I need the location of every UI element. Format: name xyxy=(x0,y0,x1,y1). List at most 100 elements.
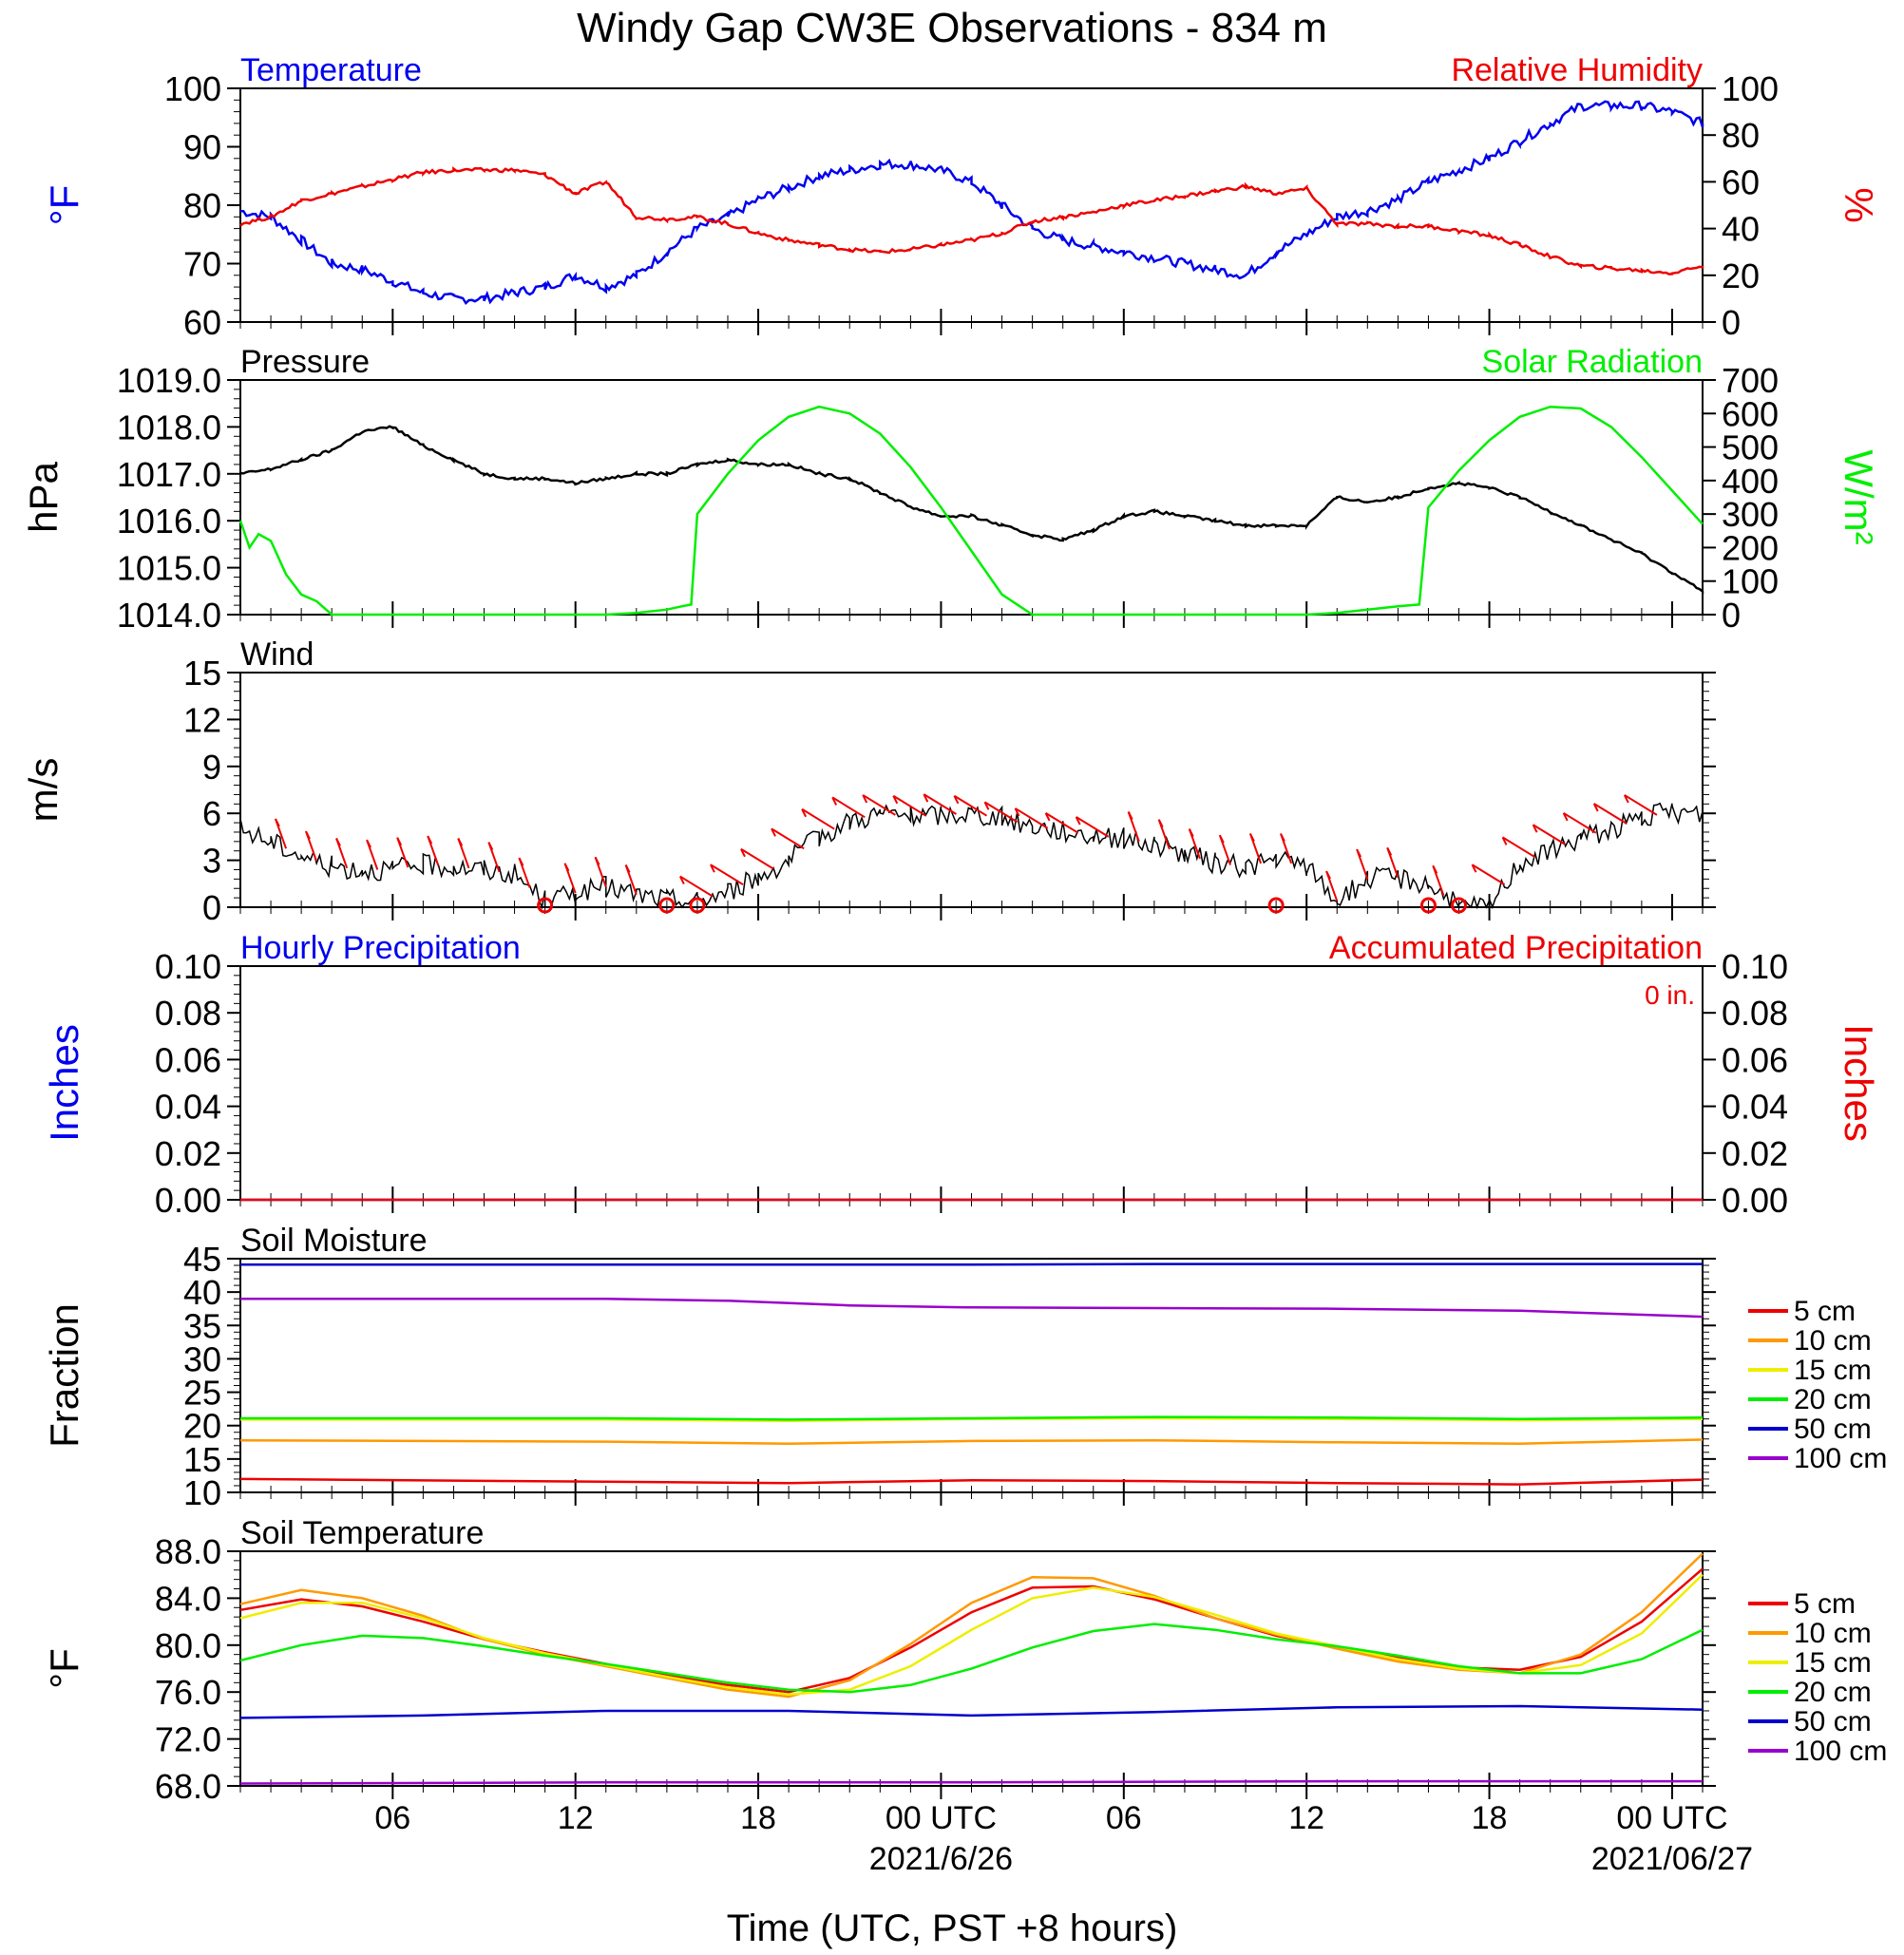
legend-label: 15 cm xyxy=(1794,1647,1872,1679)
wind-barb-flag xyxy=(563,863,570,872)
series-line-1 xyxy=(238,405,1704,617)
y-tick-label-left: 10 xyxy=(183,1473,221,1512)
series-line-5cm xyxy=(239,1477,1704,1486)
series-line-100cm xyxy=(240,1297,1704,1319)
plot-frame xyxy=(239,87,1704,323)
series-line-20cm xyxy=(239,1623,1704,1694)
legend-label: 100 cm xyxy=(1794,1443,1887,1474)
figure-title: Windy Gap CW3E Observations - 834 m xyxy=(577,5,1327,51)
wind-barb xyxy=(740,847,774,870)
wind-barb-flag xyxy=(831,796,838,806)
panel-pressure-solar: 1014.0 1015.0 1016.0 1017.0 1018.0 1019.0 0100… xyxy=(21,344,1881,635)
wind-barb-flag xyxy=(1623,794,1629,804)
panel-title-right: Accumulated Precipitation xyxy=(1329,930,1703,966)
calm-marker xyxy=(1267,897,1285,914)
y-tick-label-left: 1017.0 xyxy=(117,455,221,494)
panel-title-left: Hourly Precipitation xyxy=(240,930,521,966)
wind-barb-flag xyxy=(1532,824,1538,833)
wind-barb-flag xyxy=(678,876,685,885)
y-tick-label-right: 700 xyxy=(1722,361,1779,400)
legend-label: 5 cm xyxy=(1794,1296,1856,1327)
y-tick-label-right: 100 xyxy=(1722,69,1779,108)
y-tick-label-left: 60 xyxy=(183,303,221,342)
wind-barb-flag xyxy=(1386,846,1393,856)
y-tick-label-left: 6 xyxy=(202,794,221,833)
wind-barb-flag xyxy=(1188,828,1194,838)
wind-barb xyxy=(1533,824,1567,845)
calm-marker xyxy=(537,897,554,914)
wind-barb-flag xyxy=(396,837,403,846)
y-tick-label-left: 15 xyxy=(183,1440,221,1479)
calm-marker xyxy=(1451,897,1467,914)
y-tick-label-left: 3 xyxy=(202,842,221,881)
y-tick-label-right: 0.04 xyxy=(1722,1088,1788,1127)
wind-barb-flag xyxy=(771,827,776,837)
plot-frame xyxy=(239,1258,1704,1493)
legend-label: 20 cm xyxy=(1794,1384,1872,1415)
y-tick-label-left: 80.0 xyxy=(155,1626,221,1665)
wind-barb xyxy=(1076,816,1110,838)
y-axis-label-right: Inches xyxy=(1837,1024,1881,1142)
wind-barb-flag xyxy=(1075,816,1081,826)
legend-label: 15 cm xyxy=(1794,1355,1872,1386)
wind-barb-flag xyxy=(862,794,868,804)
wind-barb-flag xyxy=(1501,836,1508,845)
y-axis-label-left: Inches xyxy=(42,1024,86,1142)
panel-title-left: Soil Moisture xyxy=(240,1223,428,1259)
wind-barb-flag xyxy=(1157,819,1164,828)
wind-barb-flag xyxy=(1471,864,1477,873)
wind-barb xyxy=(801,807,835,830)
panel-title-left: Pressure xyxy=(240,344,370,380)
wind-barb xyxy=(831,796,866,819)
panel-title-right: Relative Humidity xyxy=(1451,52,1703,88)
y-axis-label-right: W/m² xyxy=(1837,449,1881,544)
y-tick-label-left: 12 xyxy=(183,700,221,739)
y-tick-label-left: 15 xyxy=(183,654,221,693)
y-tick-label-left: 25 xyxy=(183,1374,221,1413)
wind-barb-flag xyxy=(335,838,341,846)
y-tick-label-left: 0.02 xyxy=(155,1134,221,1173)
wind-barb-flag xyxy=(487,842,494,851)
y-tick-label-left: 72.0 xyxy=(155,1720,221,1759)
y-tick-label-right: 100 xyxy=(1722,562,1779,601)
x-axis: 06 12 18 00 UTC 2021/6/26 06 12 18 00 UTC 2021/06… xyxy=(374,1800,1753,1877)
panel-title-left: Soil Temperature xyxy=(240,1515,484,1551)
panel-title-right: Solar Radiation xyxy=(1482,344,1703,380)
y-tick-label-left: 30 xyxy=(183,1339,221,1378)
calm-marker xyxy=(658,897,676,914)
y-tick-label-left: 35 xyxy=(183,1306,221,1345)
y-tick-label-left: 84.0 xyxy=(155,1579,221,1618)
y-tick-label-left: 0 xyxy=(202,888,221,927)
y-tick-label-left: 40 xyxy=(183,1273,221,1312)
y-tick-label-right: 80 xyxy=(1722,116,1760,155)
y-tick-label-left: 90 xyxy=(183,128,221,167)
wind-barb xyxy=(771,827,805,850)
plot-frame xyxy=(239,965,1704,1201)
x-tick-label: 06 xyxy=(1106,1800,1142,1836)
panel-precipitation: 0.00 0.02 0.04 0.06 0.08 0.10 0.00 0.02 0.04 0.06… xyxy=(42,930,1881,1220)
x-tick-label: 00 UTC xyxy=(1616,1800,1727,1836)
y-tick-label-left: 88.0 xyxy=(155,1532,221,1571)
y-tick-label-left: 1014.0 xyxy=(117,596,221,635)
wind-barb-flag xyxy=(1562,812,1569,822)
panel-wind: 0 3 6 9 12 15 Wind m/s xyxy=(21,636,1716,927)
wind-barb xyxy=(1045,812,1079,834)
y-tick-label-right: 0.10 xyxy=(1722,947,1788,986)
y-axis-label-left: m/s xyxy=(21,758,66,823)
wind-barb-flag xyxy=(624,864,631,873)
x-tick-label: 18 xyxy=(1472,1800,1508,1836)
x-date-label: 2021/6/26 xyxy=(869,1841,1013,1877)
x-tick-label: 12 xyxy=(558,1800,594,1836)
y-axis-label-left: °F xyxy=(42,1648,86,1688)
legend-label: 50 cm xyxy=(1794,1706,1872,1737)
x-date-label: 2021/06/27 xyxy=(1591,1841,1753,1877)
x-tick-label: 12 xyxy=(1288,1800,1324,1836)
y-axis-label-right: % xyxy=(1837,187,1881,222)
panel-title-left: Wind xyxy=(240,636,314,673)
y-tick-label-left: 70 xyxy=(183,245,221,284)
panel-soil-temperature: 68.0 72.0 76.0 80.0 84.0 88.0 Soil Temperature… xyxy=(42,1515,1887,1806)
series-line-15cm xyxy=(239,1573,1704,1696)
series-line-1 xyxy=(239,166,1704,275)
y-tick-label-left: 80 xyxy=(183,186,221,225)
y-tick-label-right: 60 xyxy=(1722,162,1760,201)
